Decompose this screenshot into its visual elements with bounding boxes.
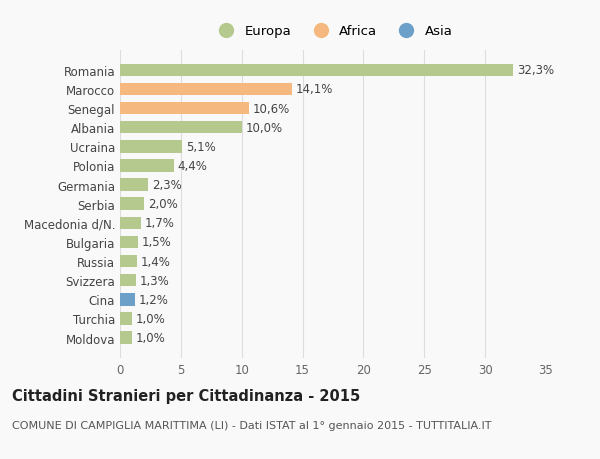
Text: 2,0%: 2,0%	[148, 198, 178, 211]
Text: COMUNE DI CAMPIGLIA MARITTIMA (LI) - Dati ISTAT al 1° gennaio 2015 - TUTTITALIA.: COMUNE DI CAMPIGLIA MARITTIMA (LI) - Dat…	[12, 420, 491, 430]
Text: 32,3%: 32,3%	[517, 64, 554, 77]
Text: 5,1%: 5,1%	[186, 140, 215, 153]
Text: 1,7%: 1,7%	[145, 217, 174, 230]
Text: 1,0%: 1,0%	[136, 312, 166, 325]
Bar	[120, 313, 132, 325]
Text: 1,3%: 1,3%	[139, 274, 169, 287]
Bar	[120, 332, 132, 344]
Bar	[120, 217, 140, 230]
Bar	[120, 103, 249, 115]
Bar	[120, 84, 292, 96]
Bar	[120, 141, 182, 153]
Text: 2,3%: 2,3%	[152, 179, 181, 192]
Legend: Europa, Africa, Asia: Europa, Africa, Asia	[208, 20, 458, 44]
Text: 14,1%: 14,1%	[295, 83, 332, 96]
Text: 10,6%: 10,6%	[253, 102, 290, 115]
Text: 4,4%: 4,4%	[177, 160, 207, 173]
Bar	[120, 293, 134, 306]
Bar	[120, 236, 138, 249]
Bar	[120, 122, 242, 134]
Bar	[120, 274, 136, 287]
Bar	[120, 179, 148, 191]
Bar	[120, 255, 137, 268]
Text: 1,4%: 1,4%	[140, 255, 170, 268]
Text: 1,2%: 1,2%	[138, 293, 168, 306]
Text: 1,5%: 1,5%	[142, 236, 172, 249]
Text: Cittadini Stranieri per Cittadinanza - 2015: Cittadini Stranieri per Cittadinanza - 2…	[12, 388, 360, 403]
Text: 1,0%: 1,0%	[136, 331, 166, 344]
Bar	[120, 198, 145, 211]
Bar	[120, 64, 513, 77]
Bar	[120, 160, 173, 172]
Text: 10,0%: 10,0%	[245, 122, 283, 134]
